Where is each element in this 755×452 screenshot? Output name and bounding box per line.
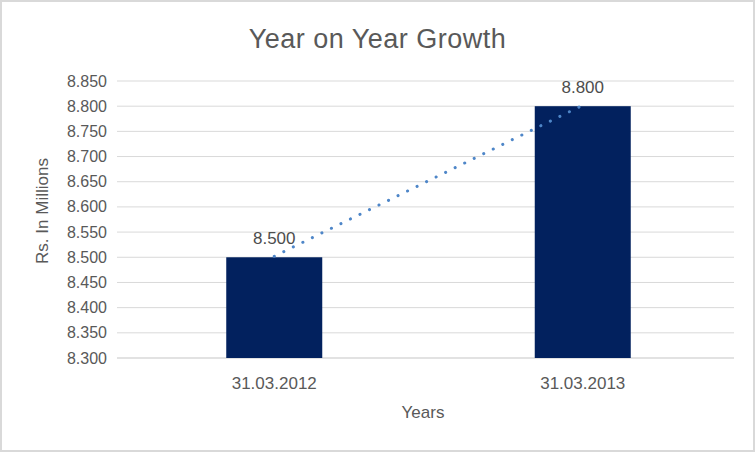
bar-data-label: 8.500 (253, 229, 296, 248)
y-tick-label: 8.450 (67, 274, 107, 291)
y-tick-label: 8.750 (67, 123, 107, 140)
x-category-label: 31.03.2012 (232, 374, 317, 393)
y-tick-label: 8.850 (67, 73, 107, 90)
y-tick-label: 8.650 (67, 173, 107, 190)
bar-31.03.2012 (226, 257, 322, 358)
bar-data-label: 8.800 (561, 78, 604, 97)
y-tick-label: 8.600 (67, 198, 107, 215)
x-category-label: 31.03.2013 (540, 374, 625, 393)
y-tick-label: 8.300 (67, 350, 107, 367)
y-tick-label: 8.350 (67, 324, 107, 341)
y-tick-label: 8.700 (67, 148, 107, 165)
plot-area: 8.300 8.350 8.400 8.450 8.500 8.550 8.600 8.650… (2, 2, 755, 452)
y-tick-label: 8.500 (67, 249, 107, 266)
chart-frame: Year on Year Growth Rs. In Millions Year… (0, 0, 755, 452)
y-tick-label: 8.400 (67, 299, 107, 316)
y-tick-label: 8.800 (67, 98, 107, 115)
bar-31.03.2013 (535, 106, 631, 358)
y-tick-label: 8.550 (67, 224, 107, 241)
